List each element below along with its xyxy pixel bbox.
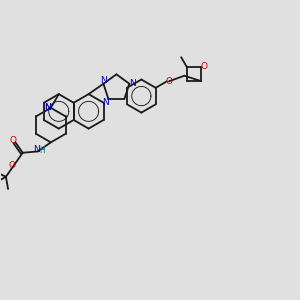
Text: O: O (166, 76, 172, 85)
Text: N: N (33, 145, 40, 154)
Text: N: N (100, 76, 107, 85)
Text: O: O (9, 136, 16, 145)
Text: N: N (44, 103, 51, 112)
Text: N: N (44, 103, 51, 112)
Text: H: H (39, 146, 45, 155)
Text: O: O (200, 61, 207, 70)
Text: O: O (9, 161, 16, 170)
Text: N: N (103, 98, 109, 107)
Text: N: N (129, 79, 136, 88)
